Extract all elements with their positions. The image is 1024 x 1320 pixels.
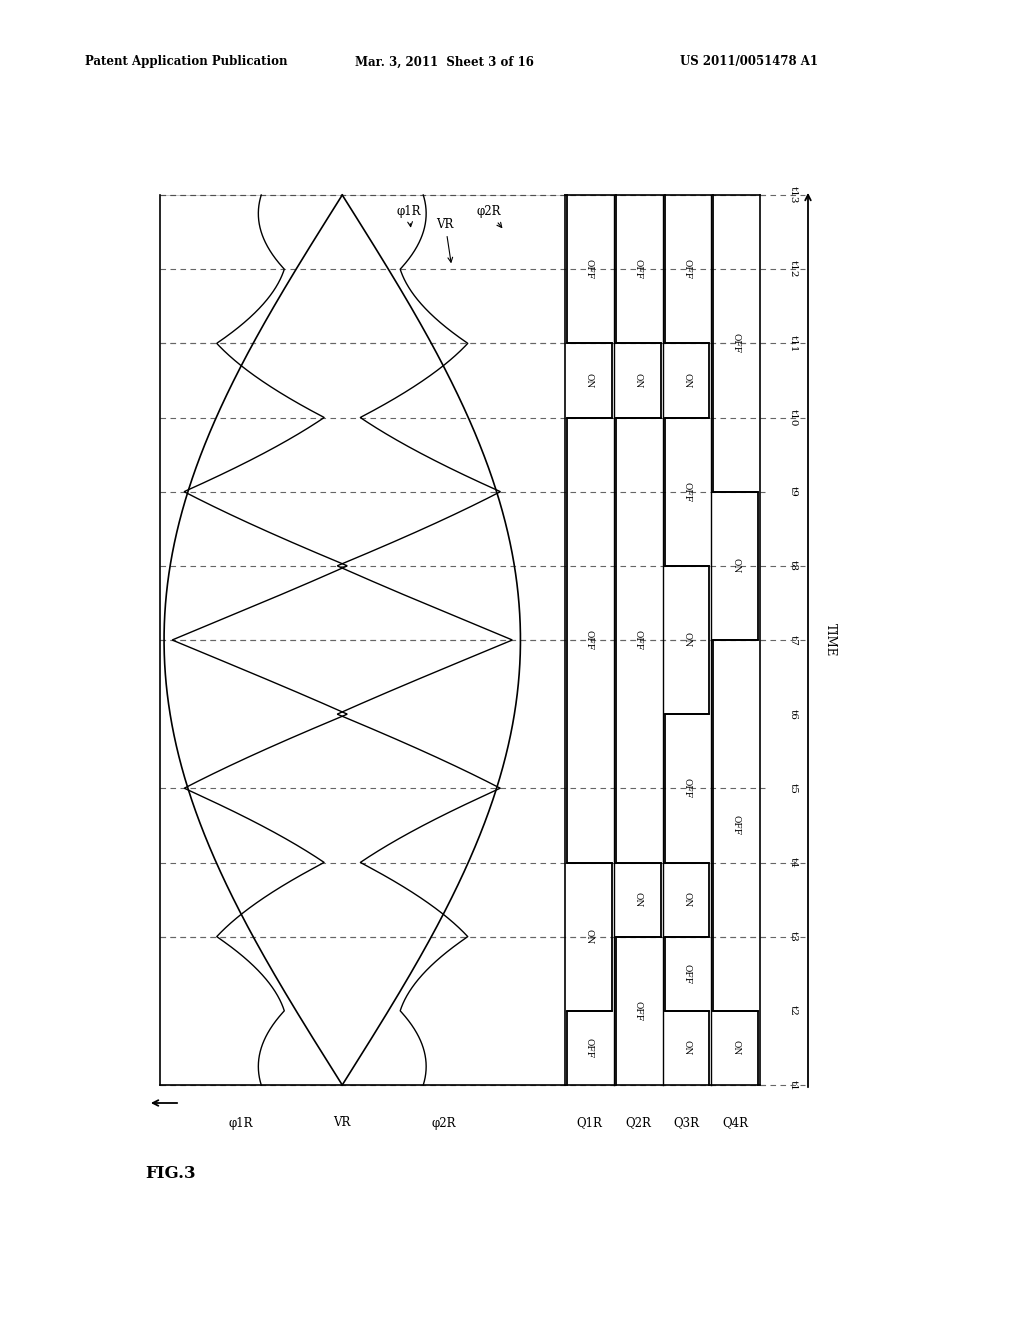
Text: OFF: OFF xyxy=(585,630,594,649)
Text: OFF: OFF xyxy=(634,259,643,280)
Text: Q4R: Q4R xyxy=(723,1117,749,1130)
Text: FIG.3: FIG.3 xyxy=(145,1166,196,1181)
Text: ON: ON xyxy=(682,372,691,388)
Text: ON: ON xyxy=(682,892,691,907)
Text: OFF: OFF xyxy=(682,779,691,799)
Text: ON: ON xyxy=(731,1040,740,1056)
Text: ON: ON xyxy=(682,1040,691,1056)
Text: t12: t12 xyxy=(788,260,798,279)
Text: ON: ON xyxy=(634,892,643,907)
Text: OFF: OFF xyxy=(634,1001,643,1020)
Text: t8: t8 xyxy=(788,561,798,572)
Text: ON: ON xyxy=(634,372,643,388)
Text: VR: VR xyxy=(436,218,454,263)
Text: φ1R: φ1R xyxy=(396,205,421,227)
Text: φ1R: φ1R xyxy=(228,1117,253,1130)
Text: OFF: OFF xyxy=(682,482,691,502)
Text: Mar. 3, 2011  Sheet 3 of 16: Mar. 3, 2011 Sheet 3 of 16 xyxy=(355,55,534,69)
Text: t3: t3 xyxy=(788,931,798,942)
Text: Patent Application Publication: Patent Application Publication xyxy=(85,55,288,69)
Text: OFF: OFF xyxy=(682,964,691,983)
Text: t6: t6 xyxy=(788,709,798,719)
Text: t4: t4 xyxy=(788,857,798,869)
Text: t2: t2 xyxy=(788,1006,798,1016)
Text: φ2R: φ2R xyxy=(431,1117,456,1130)
Text: φ2R: φ2R xyxy=(476,205,502,227)
Text: Q2R: Q2R xyxy=(626,1117,651,1130)
Text: t9: t9 xyxy=(788,486,798,498)
Text: OFF: OFF xyxy=(585,1038,594,1057)
Text: t10: t10 xyxy=(788,409,798,426)
Text: ON: ON xyxy=(585,372,594,388)
Text: TIME: TIME xyxy=(823,623,837,656)
Text: t13: t13 xyxy=(788,186,798,203)
Text: OFF: OFF xyxy=(682,259,691,280)
Text: OFF: OFF xyxy=(585,259,594,280)
Text: Q3R: Q3R xyxy=(674,1117,699,1130)
Text: US 2011/0051478 A1: US 2011/0051478 A1 xyxy=(680,55,818,69)
Text: OFF: OFF xyxy=(731,816,740,836)
Text: ON: ON xyxy=(682,632,691,648)
Text: t7: t7 xyxy=(788,635,798,645)
Text: t1: t1 xyxy=(788,1080,798,1090)
Text: t11: t11 xyxy=(788,334,798,352)
Text: ON: ON xyxy=(731,558,740,573)
Text: OFF: OFF xyxy=(634,630,643,649)
Text: Q1R: Q1R xyxy=(577,1117,602,1130)
Text: ON: ON xyxy=(585,929,594,944)
Text: VR: VR xyxy=(334,1117,351,1130)
Text: OFF: OFF xyxy=(731,333,740,354)
Text: t5: t5 xyxy=(788,783,798,793)
